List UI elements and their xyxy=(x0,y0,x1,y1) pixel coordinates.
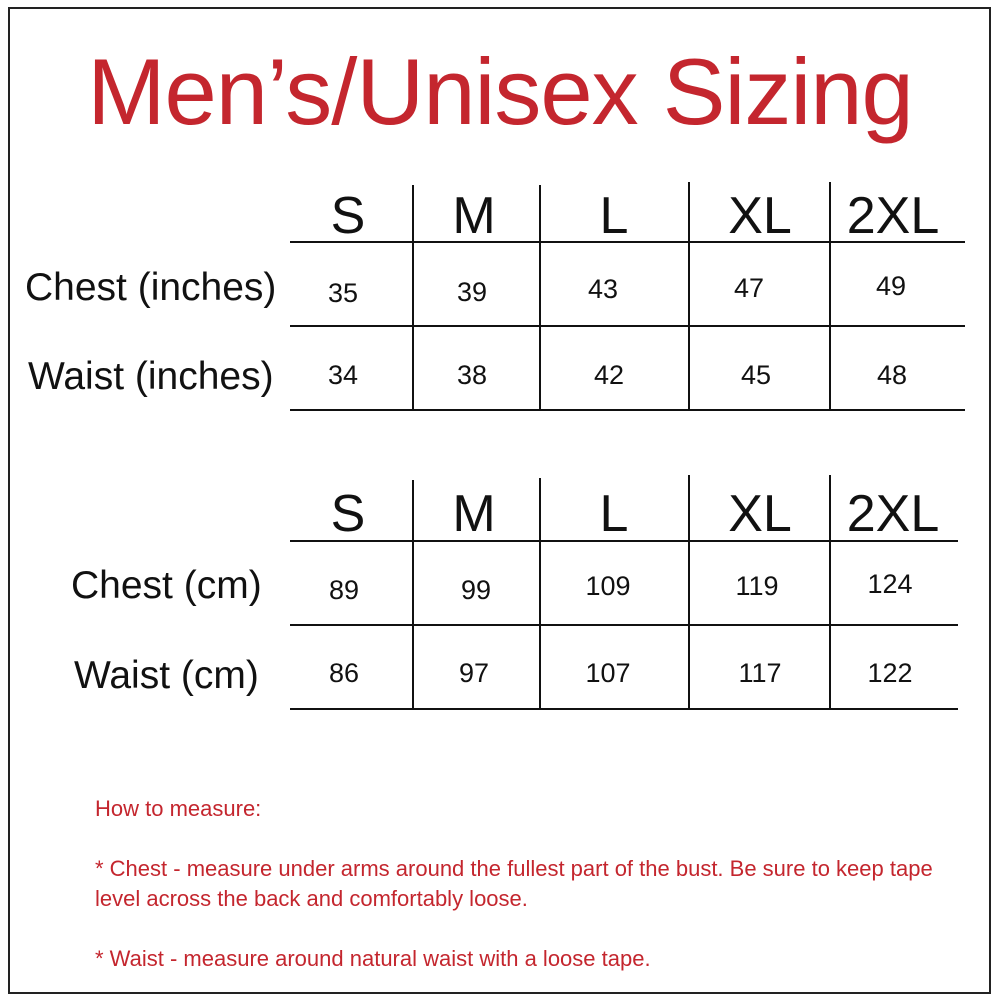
cell: 107 xyxy=(585,658,631,688)
size-header-m: M xyxy=(452,187,496,245)
chest-instructions: * Chest - measure under arms around the … xyxy=(95,856,933,911)
row-divider xyxy=(290,325,965,327)
cell: 99 xyxy=(460,575,492,605)
size-header-m: M xyxy=(452,485,496,543)
row-label-waist-cm: Waist (cm) xyxy=(74,654,259,697)
cell: 47 xyxy=(733,273,765,303)
cell: 97 xyxy=(458,658,490,688)
size-header-2xl: 2XL xyxy=(846,187,940,245)
row-divider xyxy=(290,409,965,411)
column-divider xyxy=(829,182,831,411)
size-header-l: L xyxy=(599,485,629,543)
column-divider xyxy=(688,475,690,709)
size-header-2xl: 2XL xyxy=(846,485,940,543)
cell: 49 xyxy=(875,271,907,301)
row-divider xyxy=(290,241,965,243)
cell: 109 xyxy=(585,571,631,601)
row-divider xyxy=(290,624,958,626)
cell: 34 xyxy=(327,360,359,390)
column-divider xyxy=(688,182,690,411)
cell: 42 xyxy=(593,360,625,390)
cell: 86 xyxy=(328,658,360,688)
cell: 89 xyxy=(328,575,360,605)
size-header-s: S xyxy=(330,187,366,245)
cell: 117 xyxy=(738,658,782,688)
cell: 43 xyxy=(587,274,619,304)
cell: 35 xyxy=(327,278,359,308)
page-border xyxy=(8,7,991,994)
cell: 39 xyxy=(456,277,488,307)
row-label-waist-inches: Waist (inches) xyxy=(28,355,274,398)
waist-instructions: * Waist - measure around natural waist w… xyxy=(95,946,651,971)
size-header-xl: XL xyxy=(728,187,792,245)
row-divider xyxy=(290,708,958,710)
size-header-l: L xyxy=(599,187,629,245)
cell: 122 xyxy=(867,658,913,688)
column-divider xyxy=(412,480,414,709)
cell: 38 xyxy=(456,360,488,390)
size-header-s: S xyxy=(330,485,366,543)
row-label-chest-cm: Chest (cm) xyxy=(71,564,262,607)
row-divider xyxy=(290,540,958,542)
cell: 45 xyxy=(740,360,772,390)
row-label-chest-inches: Chest (inches) xyxy=(25,266,277,309)
column-divider xyxy=(539,185,541,411)
measure-heading: How to measure: xyxy=(95,796,262,821)
page-title: Men’s/Unisex Sizing xyxy=(87,39,914,144)
column-divider xyxy=(539,478,541,709)
size-header-xl: XL xyxy=(728,485,792,543)
cell: 119 xyxy=(735,571,779,601)
column-divider xyxy=(412,185,414,411)
column-divider xyxy=(829,475,831,709)
cell: 48 xyxy=(876,360,908,390)
cell: 124 xyxy=(867,569,913,599)
